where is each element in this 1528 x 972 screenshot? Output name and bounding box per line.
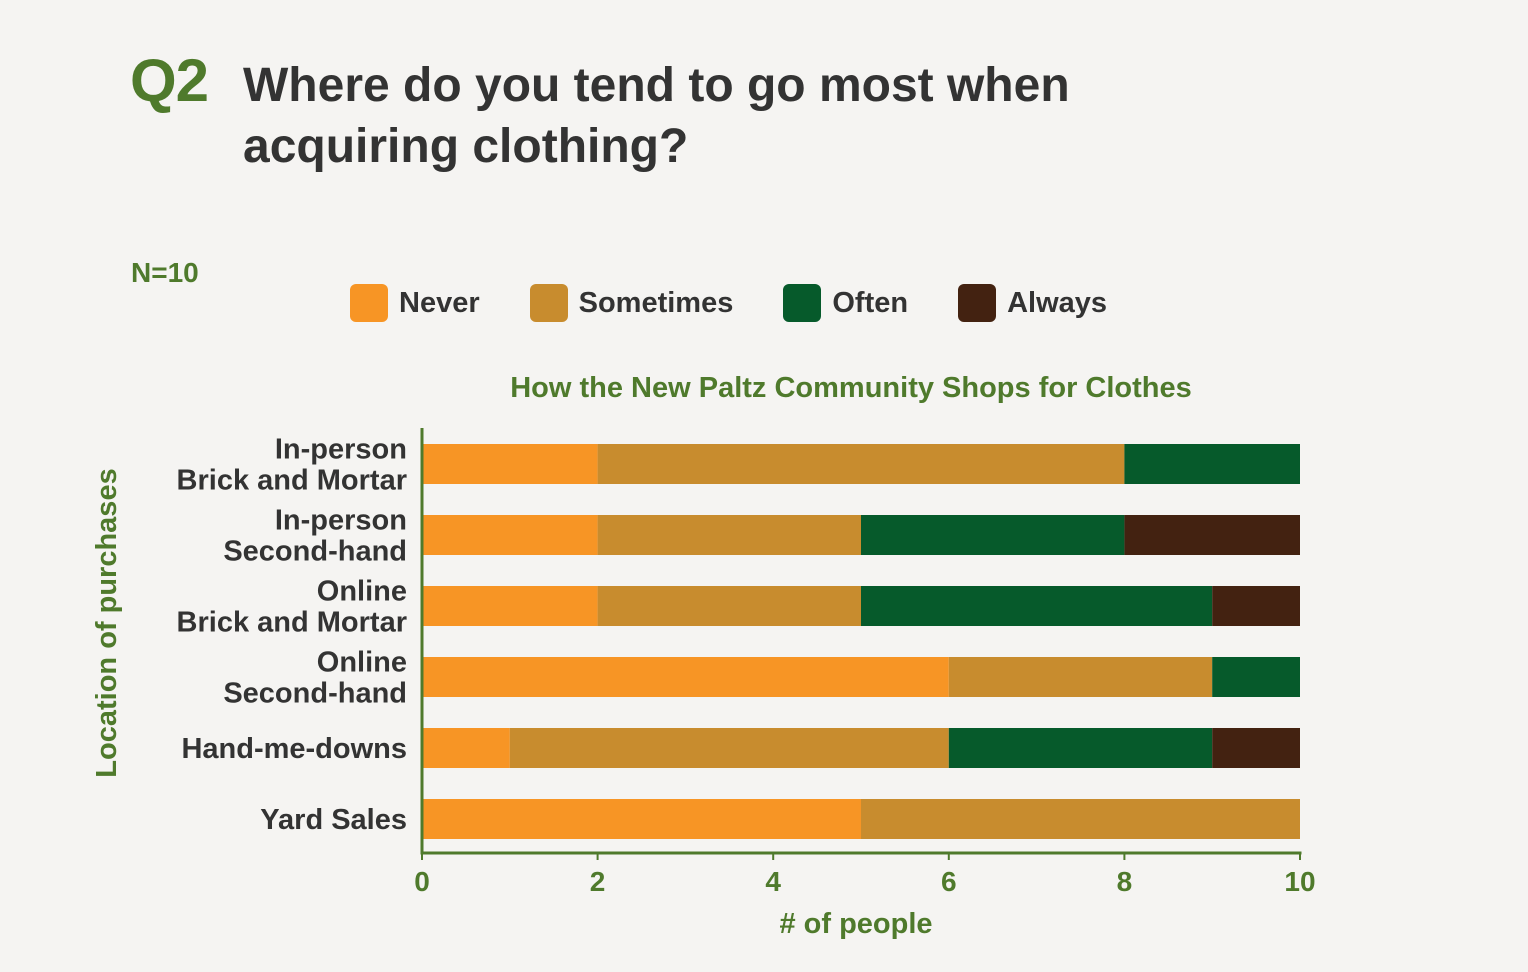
x-tick-label-2: 2	[590, 866, 606, 897]
bar-online-brick-and-mortar-sometimes	[597, 586, 861, 626]
x-tick-label-4: 4	[765, 866, 781, 897]
bar-hand-me-downs-never	[422, 728, 510, 768]
bar-yard-sales-sometimes	[861, 799, 1300, 839]
category-label-in-person-second-hand: In-person Second-hand	[223, 505, 407, 568]
legend-label-always: Always	[1007, 286, 1108, 319]
bar-in-person-brick-and-mortar-never	[422, 444, 598, 484]
bar-hand-me-downs-often	[948, 728, 1213, 768]
chart-title: How the New Paltz Community Shops for Cl…	[510, 372, 1192, 404]
legend-item-always: Always	[958, 284, 1107, 322]
bar-in-person-second-hand-often	[861, 515, 1125, 555]
legend-swatch-always	[958, 284, 997, 322]
category-label-hand-me-downs: Hand-me-downs	[181, 733, 407, 765]
bar-online-brick-and-mortar-always	[1212, 586, 1300, 626]
bar-in-person-second-hand-never	[422, 515, 598, 555]
bar-in-person-second-hand-always	[1124, 515, 1300, 555]
bar-online-second-hand-never	[422, 657, 949, 697]
bar-online-brick-and-mortar-often	[861, 586, 1213, 626]
bar-online-second-hand-sometimes	[948, 657, 1213, 697]
bar-hand-me-downs-sometimes	[509, 728, 949, 768]
x-axis-title: # of people	[779, 908, 932, 940]
bar-online-brick-and-mortar-never	[422, 586, 598, 626]
legend-item-sometimes: Sometimes	[529, 284, 734, 322]
question-text: Where do you tend to go most when acquir…	[243, 59, 1070, 173]
sample-size-label: N=10	[131, 257, 199, 288]
legend-swatch-never	[350, 284, 388, 322]
category-label-in-person-brick-and-mortar: In-person Brick and Mortar	[177, 434, 407, 497]
axes-group: 0 2 4 6 8 10	[414, 428, 1316, 897]
bar-in-person-brick-and-mortar-often	[1124, 444, 1300, 484]
legend-swatch-often	[783, 284, 822, 322]
legend-item-never: Never	[350, 284, 480, 322]
legend-label-sometimes: Sometimes	[578, 286, 734, 319]
legend-item-often: Often	[783, 284, 908, 322]
category-label-online-brick-and-mortar: Online Brick and Mortar	[177, 576, 407, 639]
bar-hand-me-downs-always	[1212, 728, 1300, 768]
bar-in-person-second-hand-sometimes	[597, 515, 861, 555]
category-label-yard-sales: Yard Sales	[260, 804, 407, 836]
legend-label-never: Never	[399, 286, 480, 319]
bar-yard-sales-never	[422, 799, 861, 839]
category-label-online-second-hand: Online Second-hand	[223, 647, 407, 710]
x-tick-label-10: 10	[1284, 866, 1315, 897]
legend-swatch-sometimes	[529, 284, 568, 322]
bar-in-person-brick-and-mortar-sometimes	[597, 444, 1125, 484]
bar-online-second-hand-often	[1212, 657, 1300, 697]
x-tick-label-6: 6	[941, 866, 957, 897]
x-tick-label-0: 0	[414, 866, 430, 897]
y-axis-title: Location of purchases	[91, 468, 123, 777]
x-tick-label-8: 8	[1117, 866, 1133, 897]
question-number: Q2	[130, 47, 209, 114]
legend-label-often: Often	[832, 286, 909, 319]
bar-group: In-person Brick and Mortar In-person Second…	[177, 434, 1300, 839]
chart-legend: Never Sometimes Often Always	[350, 284, 1107, 322]
